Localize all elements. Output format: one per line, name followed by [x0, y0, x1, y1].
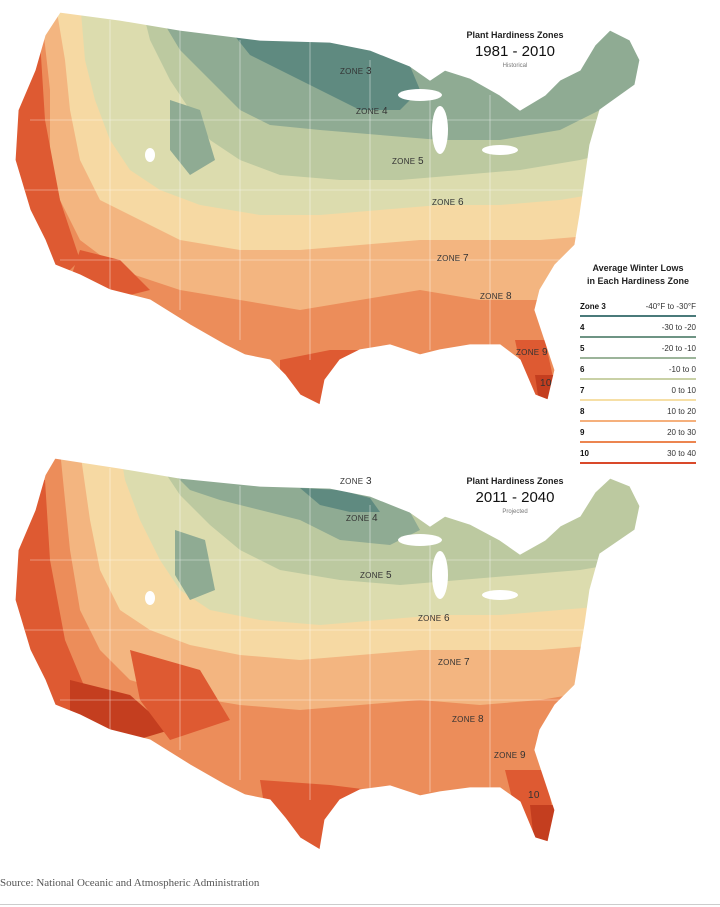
zone-label-9: ZONE 9 — [494, 750, 526, 761]
great-lakes-erie — [482, 145, 518, 155]
map-period: 1981 - 2010 — [474, 43, 556, 60]
zone-label-8: ZONE 8 — [480, 291, 512, 302]
map-title: Plant Hardiness Zones — [466, 476, 564, 486]
zone-fill-z11-florida — [530, 805, 560, 850]
legend-row-10: 10 30 to 40 — [580, 445, 696, 464]
legend-row-4: 4 -30 to -20 — [580, 319, 696, 338]
map-title-block-projected: Plant Hardiness Zones 2011 - 2040 Projec… — [440, 476, 590, 515]
zone-label-10: 10 — [528, 790, 540, 801]
zone-label-10: 10 — [540, 378, 552, 389]
hardiness-map-historical: Plant Hardiness Zones 1981 - 2010 Histor… — [0, 0, 720, 450]
zone-fill-z10-south — [280, 350, 380, 405]
zone-label-8: ZONE 8 — [452, 714, 484, 725]
legend-row-5: 5 -20 to -10 — [580, 340, 696, 359]
map-note: Historical — [502, 63, 528, 69]
zone-label-6: ZONE 6 — [418, 613, 450, 624]
zone-label-4: ZONE 4 — [346, 513, 378, 524]
great-salt-lake — [145, 591, 155, 605]
legend-row-3: Zone 3 -40°F to -30°F — [580, 298, 696, 317]
source-credit: Source: National Oceanic and Atmospheric… — [0, 877, 260, 889]
state-borders-historical — [25, 20, 600, 360]
zone-fill-mountain-cold — [175, 530, 215, 600]
great-salt-lake — [145, 148, 155, 162]
us-outline-historical — [14, 11, 641, 406]
map-title-block-historical: Plant Hardiness Zones 1981 - 2010 Histor… — [440, 30, 590, 69]
zone-label-6: ZONE 6 — [432, 197, 464, 208]
zone-fill-z3 — [230, 30, 420, 110]
state-borders-projected — [25, 468, 600, 800]
us-map-historical — [14, 11, 641, 406]
legend: Average Winter Lows in Each Hardiness Zon… — [580, 262, 696, 466]
map-title: Plant Hardiness Zones — [466, 30, 564, 40]
map-period: 2011 - 2040 — [475, 489, 555, 506]
legend-row-8: 8 10 to 20 — [580, 403, 696, 422]
hardiness-map-projected: Plant Hardiness Zones 2011 - 2040 Projec… — [0, 450, 720, 870]
legend-row-9: 9 20 to 30 — [580, 424, 696, 443]
us-map-projected — [14, 457, 641, 851]
zone-label-7: ZONE 7 — [437, 253, 469, 264]
legend-title: Average Winter Lows in Each Hardiness Zon… — [586, 263, 690, 286]
great-lakes-erie — [482, 590, 518, 600]
zone-fill-mountain-cold — [170, 100, 215, 175]
us-outline-projected — [14, 457, 641, 851]
divider — [0, 904, 720, 905]
zone-fill-z4 — [170, 470, 420, 545]
zone-label-5: ZONE 5 — [360, 570, 392, 581]
map-note: Projected — [502, 509, 528, 515]
great-lakes-michigan — [432, 551, 448, 599]
legend-row-6: 6 -10 to 0 — [580, 361, 696, 380]
zone-label-3: ZONE 3 — [340, 66, 372, 77]
great-lakes-superior — [398, 534, 442, 546]
zone-label-3: ZONE 3 — [340, 476, 372, 487]
zone-label-7: ZONE 7 — [438, 657, 470, 668]
zone-fill-z3 — [300, 488, 380, 512]
zone-label-5: ZONE 5 — [392, 156, 424, 167]
great-lakes-michigan — [432, 106, 448, 154]
zone-label-4: ZONE 4 — [356, 106, 388, 117]
great-lakes-superior — [398, 89, 442, 101]
zone-label-9: ZONE 9 — [516, 347, 548, 358]
